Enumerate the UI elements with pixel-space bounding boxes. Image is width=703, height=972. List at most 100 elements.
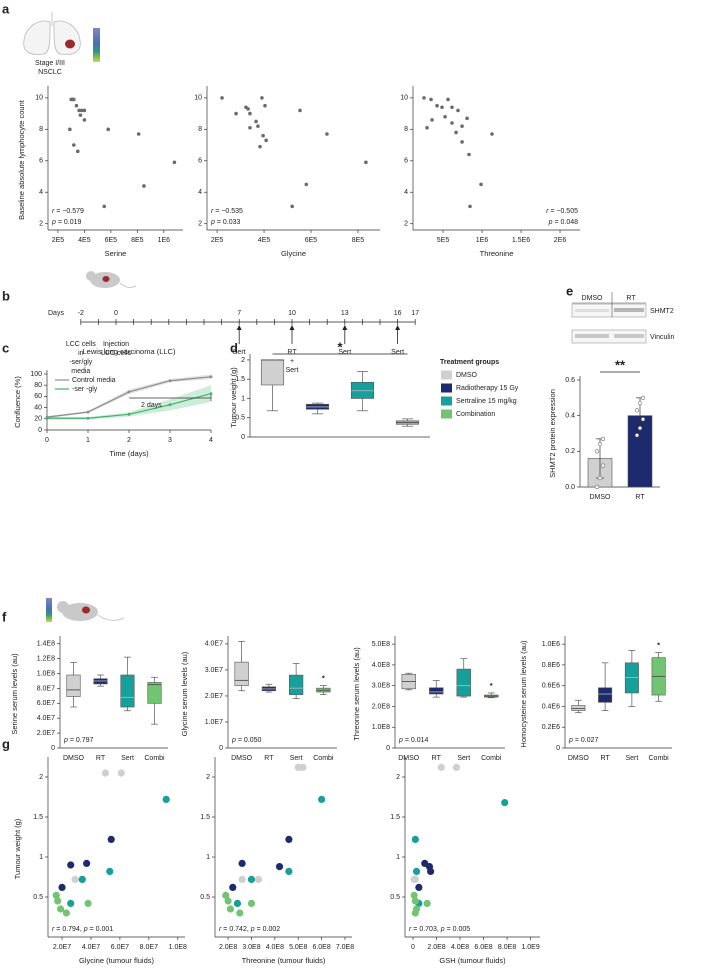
x-tick-label: RT [264,755,274,762]
point [440,105,444,110]
y-tick-label: 1.5 [33,814,43,821]
panel-label: b [2,288,10,303]
arrow-head [236,325,242,330]
mouse-icon [57,601,125,621]
point [79,108,84,113]
x-tick-label: 6E5 [305,237,318,244]
y-tick-label: 0.6E6 [542,683,560,690]
x-tick-label: RT [432,755,442,762]
panel-label: a [2,1,10,16]
y-tick-label: 1.0E8 [37,670,55,677]
x-tick-label: 5.0E8 [289,944,307,951]
y-tick-label: 2.0E7 [37,730,55,737]
point [285,835,293,844]
y-axis-label: Confluence (%) [13,376,22,428]
x-axis-label: GSH (tumour fluids) [439,956,506,965]
point [263,103,267,108]
point [264,138,268,143]
y-tick-label: 4.0E7 [205,641,223,648]
point [45,416,49,420]
annotation: r = 0.742, p = 0.002 [219,926,280,933]
y-axis-label: Baseline absolute lymphocyte count [17,99,26,220]
point [162,795,170,804]
y-tick-label: 1.0E6 [542,641,560,648]
point [594,449,600,454]
x-tick-label: RT [635,494,645,501]
event-label: + [290,358,294,365]
y-tick-label: 4 [404,189,408,196]
point [54,897,62,905]
point [260,96,264,100]
y-tick-label: 8 [198,126,202,133]
point [275,863,284,871]
point [429,97,433,102]
blot [571,292,647,344]
box [429,687,444,695]
y-tick-label: 2 [39,774,43,781]
y-tick-label: 8.0E7 [37,685,55,692]
point [299,763,307,772]
y-tick-label: 40 [34,404,42,411]
point [234,111,238,116]
y-tick-label: 0.5 [33,894,43,901]
point [600,436,606,441]
annotation: p = 0.027 [568,737,599,744]
annotation: p = 0.014 [398,737,429,744]
blot-column: DMSO [582,295,604,302]
blot-row: Vinculin [650,334,674,341]
x-tick-label: 6.0E7 [111,944,129,951]
point [425,125,429,130]
point [435,103,439,108]
point [168,403,172,407]
y-tick-label: 0.5 [390,894,400,901]
y-tick-label: 4 [39,189,43,196]
point [78,113,83,117]
legend-swatch [441,396,452,406]
x-tick-label: 1.5E6 [512,237,530,244]
y-axis-label: Tumour weight (g) [13,818,22,879]
point [597,475,603,481]
y-tick-label: 2 [396,774,400,781]
point [224,897,232,905]
point [226,905,235,913]
y-tick-label: 8 [39,126,43,133]
legend-label: DMSO [456,372,478,379]
x-axis-label: Threonine (tumour fluids) [242,956,326,965]
x-tick-label: 2.0E8 [219,944,237,951]
point [467,152,471,157]
y-tick-label: 1 [206,854,210,861]
x-tick-label: 8.0E8 [498,944,516,951]
point [422,96,426,100]
point [246,107,250,111]
point [67,899,75,908]
x-tick-label: Combi [313,755,334,762]
y-tick-label: 0.8E6 [542,662,560,669]
annotation: r = −0.505 [546,208,578,215]
event-label: Sert [391,349,404,356]
point [236,909,244,917]
y-tick-label: 6 [198,158,202,165]
point [430,118,434,122]
y-tick-label: 6.0E7 [37,700,55,707]
icon-label: Stage I/III [35,60,65,67]
lung-icon [23,12,81,55]
point [247,899,256,908]
point [437,763,445,772]
point [84,899,92,908]
point [411,897,419,905]
point [454,130,458,135]
point [456,108,460,113]
y-tick-label: 0.5 [200,894,210,901]
point [209,392,213,395]
y-tick-label: 0.4E6 [542,703,560,710]
y-tick-label: 1 [39,854,43,861]
x-tick-label: 3.0E8 [242,944,260,951]
x-tick-label: DMSO [568,755,590,762]
point [254,875,263,884]
y-tick-label: 0 [51,745,55,752]
point [254,119,258,124]
point [102,204,107,209]
point [325,132,329,136]
event-label: -ser/gly [69,359,92,366]
panel-label: c [2,340,9,355]
